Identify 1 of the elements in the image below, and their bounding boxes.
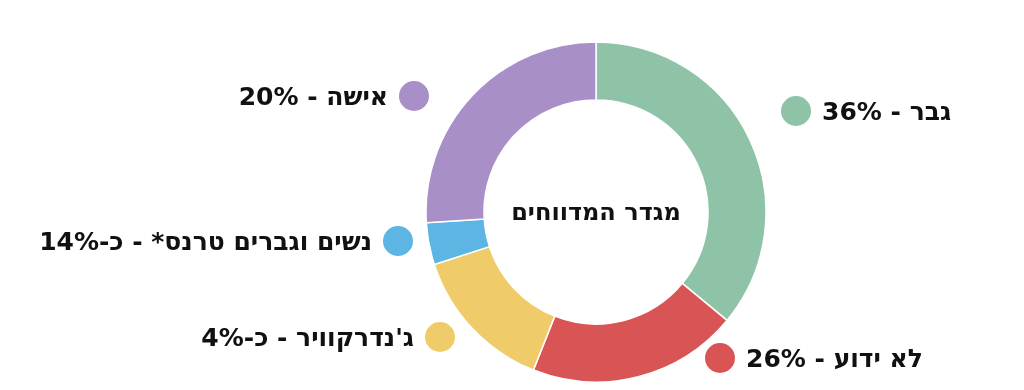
title: מגדר המדווחים — [511, 198, 681, 226]
